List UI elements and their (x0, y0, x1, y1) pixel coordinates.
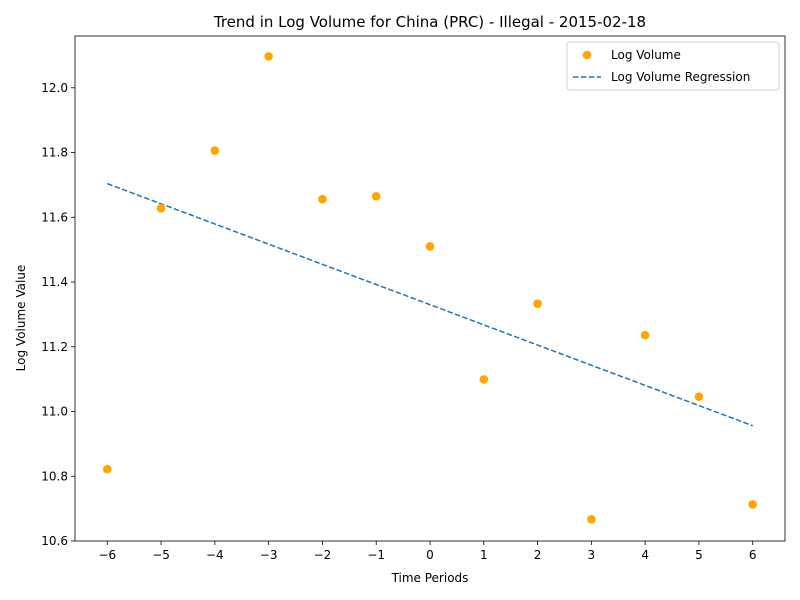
data-point (156, 203, 166, 213)
regression-line (107, 182, 753, 427)
y-tick-label: 11.2 (41, 340, 68, 354)
data-point (694, 392, 704, 401)
x-tick-label: −6 (98, 548, 116, 562)
chart-title: Trend in Log Volume for China (PRC) - Il… (213, 13, 646, 31)
legend-marker-scatter (582, 50, 592, 60)
data-point (425, 242, 435, 251)
y-tick-label: 11.4 (41, 275, 68, 289)
data-point (479, 375, 489, 384)
y-tick-label: 11.8 (41, 146, 68, 160)
data-point (371, 191, 381, 201)
plot-area: −6 −5 −4 −3 −2 −1 0 1 2 3 4 5 6 10.6 10.8 11.0 11.2 11.4 1… (41, 35, 786, 562)
x-tick-label: −2 (314, 548, 332, 562)
x-tick-label: −5 (152, 548, 170, 562)
data-point (533, 299, 542, 309)
data-point (102, 464, 112, 474)
data-point (210, 146, 220, 155)
data-point (587, 515, 596, 524)
data-point (640, 330, 650, 340)
y-tick-label: 10.8 (41, 469, 68, 483)
y-axis-title: Log Volume Value (14, 265, 28, 372)
x-tick-label: 2 (534, 548, 542, 562)
x-tick-label: −4 (206, 548, 224, 562)
y-tick-label: 11.6 (41, 210, 68, 224)
y-tick-label: 12.0 (41, 81, 68, 95)
x-tick-label: 3 (588, 548, 596, 562)
legend-label: Log Volume Regression (611, 70, 750, 84)
legend: Log Volume Log Volume Regression (566, 41, 780, 91)
x-tick-label: −1 (367, 548, 385, 562)
legend-box (566, 41, 780, 91)
x-axis-title: Time Periods (391, 571, 469, 585)
y-tick-label: 11.0 (41, 405, 68, 419)
legend-label: Log Volume (611, 48, 681, 62)
x-tick-label: −3 (260, 548, 278, 562)
data-point (318, 194, 327, 204)
x-tick-label: 1 (480, 548, 488, 562)
x-tick-label: 0 (426, 548, 434, 562)
x-tick-label: 6 (749, 548, 757, 562)
data-point (264, 52, 273, 61)
x-tick-label: 5 (695, 548, 703, 562)
x-tick-label: 4 (641, 548, 649, 562)
data-point (748, 500, 758, 509)
y-tick-label: 10.6 (41, 534, 68, 548)
